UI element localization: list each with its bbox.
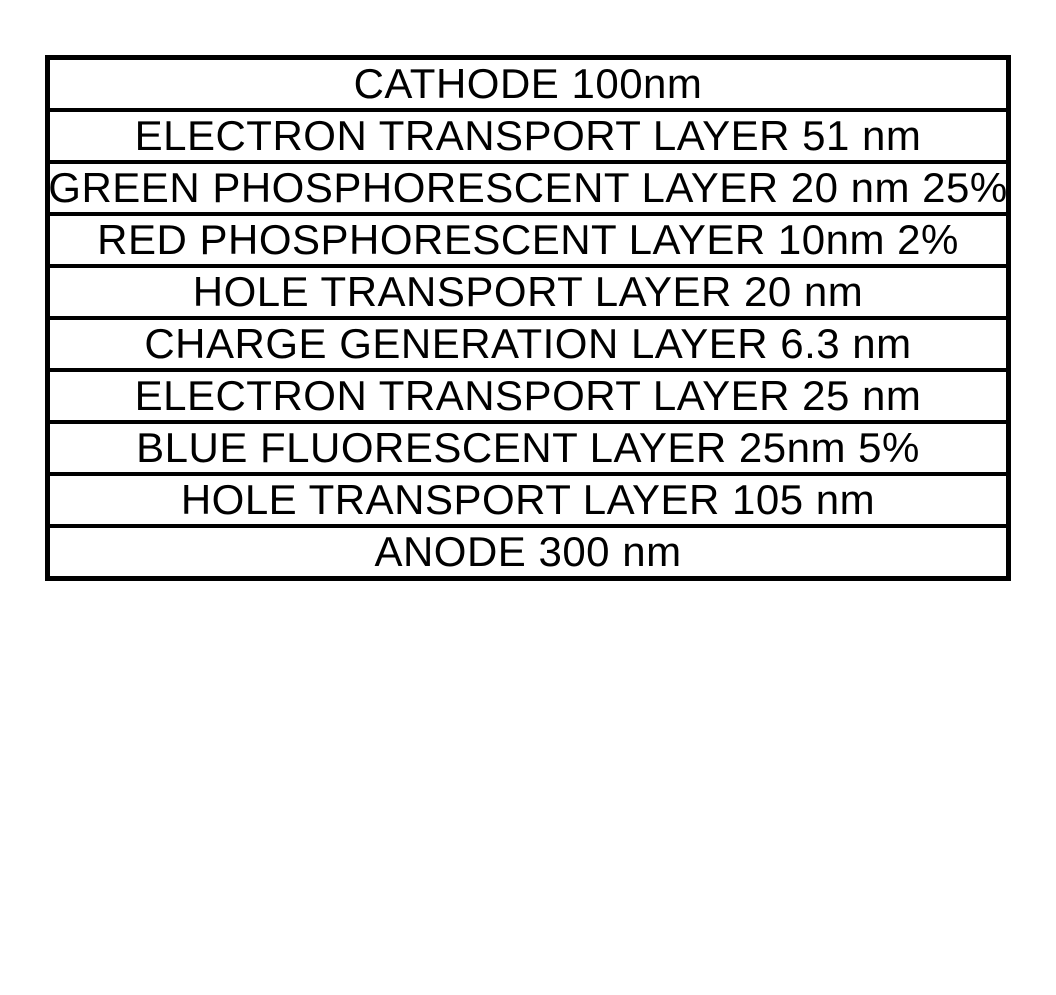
oled-layer-stack: CATHODE 100nm ELECTRON TRANSPORT LAYER 5… bbox=[45, 55, 1011, 581]
layer-charge-generation: CHARGE GENERATION LAYER 6.3 nm bbox=[50, 320, 1006, 372]
layer-cathode: CATHODE 100nm bbox=[50, 60, 1006, 112]
layer-green-phosphorescent: GREEN PHOSPHORESCENT LAYER 20 nm 25% bbox=[50, 164, 1006, 216]
layer-htl-upper: HOLE TRANSPORT LAYER 20 nm bbox=[50, 268, 1006, 320]
layer-htl-lower: HOLE TRANSPORT LAYER 105 nm bbox=[50, 476, 1006, 528]
layer-anode: ANODE 300 nm bbox=[50, 528, 1006, 576]
layer-red-phosphorescent: RED PHOSPHORESCENT LAYER 10nm 2% bbox=[50, 216, 1006, 268]
layer-etl-bottom: ELECTRON TRANSPORT LAYER 25 nm bbox=[50, 372, 1006, 424]
layer-etl-top: ELECTRON TRANSPORT LAYER 51 nm bbox=[50, 112, 1006, 164]
layer-blue-fluorescent: BLUE FLUORESCENT LAYER 25nm 5% bbox=[50, 424, 1006, 476]
